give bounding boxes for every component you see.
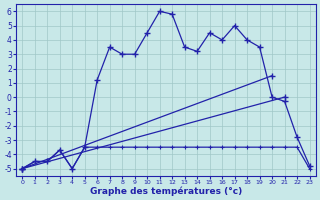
X-axis label: Graphe des températures (°c): Graphe des températures (°c)	[90, 186, 242, 196]
